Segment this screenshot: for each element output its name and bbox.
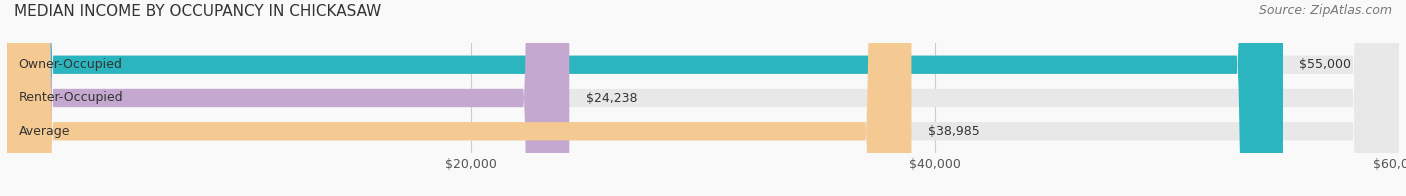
FancyBboxPatch shape <box>7 0 569 196</box>
FancyBboxPatch shape <box>7 0 1399 196</box>
Text: Average: Average <box>18 125 70 138</box>
FancyBboxPatch shape <box>7 0 1399 196</box>
Text: $24,238: $24,238 <box>585 92 637 104</box>
FancyBboxPatch shape <box>7 0 1282 196</box>
Text: $55,000: $55,000 <box>1299 58 1351 71</box>
Text: Owner-Occupied: Owner-Occupied <box>18 58 122 71</box>
FancyBboxPatch shape <box>7 0 911 196</box>
Text: Source: ZipAtlas.com: Source: ZipAtlas.com <box>1258 4 1392 17</box>
Text: $38,985: $38,985 <box>928 125 980 138</box>
Text: MEDIAN INCOME BY OCCUPANCY IN CHICKASAW: MEDIAN INCOME BY OCCUPANCY IN CHICKASAW <box>14 4 381 19</box>
Text: Renter-Occupied: Renter-Occupied <box>18 92 124 104</box>
FancyBboxPatch shape <box>7 0 1399 196</box>
